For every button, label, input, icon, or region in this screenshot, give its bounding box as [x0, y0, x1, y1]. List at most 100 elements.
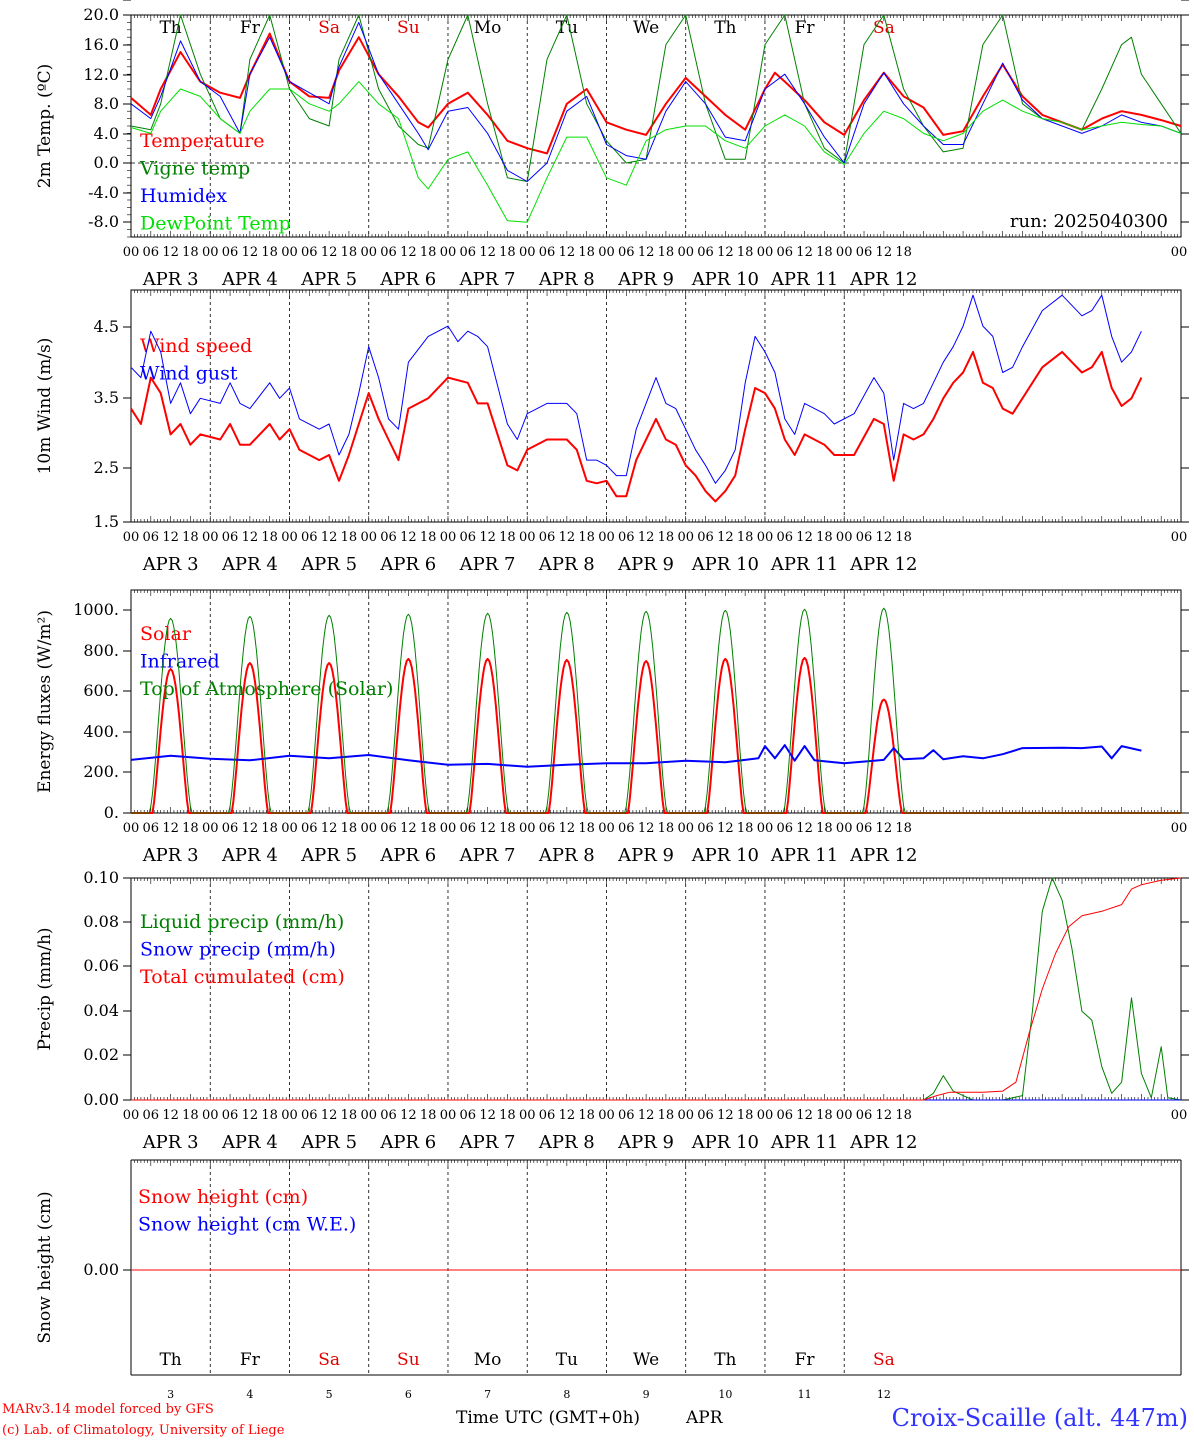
hour-tick-label: 18 [182, 530, 199, 545]
date-label: APR 8 [538, 269, 595, 290]
legend-entry: Snow height (cm) [138, 1186, 308, 1208]
hour-tick-label: 00 [202, 1108, 219, 1123]
series-line-green [131, 877, 1182, 1101]
hour-tick-label: 00 [757, 530, 774, 545]
hour-tick-label: 06 [143, 245, 160, 260]
hour-tick-label: 00 [757, 1108, 774, 1123]
hour-tick-label: 12 [479, 530, 496, 545]
y-tick-label: 1.5 [94, 512, 119, 531]
date-label: APR 3 [142, 1132, 199, 1153]
hour-tick-label: 06 [222, 530, 239, 545]
hour-tick-label: 12 [242, 245, 259, 260]
date-label: APR 12 [849, 554, 917, 575]
date-label: APR 7 [459, 269, 516, 290]
hour-tick-label: 12 [717, 530, 734, 545]
hour-tick-label: 12 [162, 821, 179, 836]
series-line-red [130, 32, 1182, 155]
hour-tick-label: 06 [856, 245, 873, 260]
y-tick-label: 0.5 [94, 0, 119, 4]
hour-tick-label: 00 [440, 821, 457, 836]
legend-entry: Wind gust [140, 363, 238, 385]
hour-tick-label: 06 [301, 245, 318, 260]
hour-tick-label: 06 [618, 1108, 635, 1123]
y-tick-label: 3.5 [94, 388, 119, 407]
day-number: 4 [246, 1388, 253, 1401]
hour-tick-label: 06 [222, 821, 239, 836]
hour-tick-label: 06 [380, 821, 397, 836]
date-label: APR 11 [770, 269, 838, 290]
date-label: APR 3 [142, 845, 199, 866]
hour-tick-label: 00 [598, 821, 615, 836]
hour-tick-label: 06 [618, 530, 635, 545]
hour-tick-label: 12 [559, 1108, 576, 1123]
hour-tick-label: 00 [598, 245, 615, 260]
y-tick-label: 1000. [73, 600, 119, 619]
hour-tick-label: 18 [341, 530, 358, 545]
hour-tick-label: 18 [895, 1108, 912, 1123]
date-label: APR 8 [538, 845, 595, 866]
legend-entry: DewPoint Temp [140, 213, 291, 235]
hour-tick-label: 00 [598, 1108, 615, 1123]
hour-tick-label: 12 [638, 1108, 655, 1123]
y-tick-label: 20.0 [83, 5, 119, 24]
hour-tick-label: 12 [876, 821, 893, 836]
series-line-blue [130, 294, 1142, 484]
hour-tick-label: 12 [796, 530, 813, 545]
hour-tick-label: 18 [895, 530, 912, 545]
series-line-red [131, 877, 1182, 1101]
day-number: 8 [563, 1388, 570, 1401]
hour-tick-label: 12 [162, 530, 179, 545]
hour-tick-label: 12 [559, 530, 576, 545]
series-line-red [130, 350, 1143, 503]
date-label: APR 5 [300, 269, 357, 290]
y-tick-label: 0.08 [83, 912, 119, 931]
meteogram-panels: 20.0 16.0 12.0 8.0 4.0 0.0 -4.0 -8.0 2m Temp. (º… [35, 0, 1189, 1401]
hour-tick-label: 06 [539, 530, 556, 545]
date-label: APR 10 [691, 1132, 759, 1153]
y-tick-label: 2.5 [94, 458, 119, 477]
time-axis-label: Time UTC (GMT+0h) [456, 1408, 640, 1428]
hour-tick-label: 06 [380, 1108, 397, 1123]
hour-tick-label: 12 [796, 821, 813, 836]
hour-tick-label: 06 [143, 1108, 160, 1123]
hour-tick-label: 18 [182, 1108, 199, 1123]
hour-tick-label: 00 [202, 530, 219, 545]
date-label: APR 10 [691, 845, 759, 866]
hour-tick-label: 18 [420, 1108, 437, 1123]
y-tick-label: 200. [83, 762, 119, 781]
hour-tick-label: 12 [321, 821, 338, 836]
hour-tick-label: 00 [123, 1108, 140, 1123]
hour-tick-label: 18 [261, 1108, 278, 1123]
hour-tick-label: 12 [242, 1108, 259, 1123]
hour-tick-label: 18 [578, 530, 595, 545]
hour-tick-label: 18 [895, 245, 912, 260]
y-tick-label: 800. [83, 641, 119, 660]
hour-tick-label: 06 [697, 1108, 714, 1123]
hour-tick-label: 12 [162, 245, 179, 260]
hour-tick-label: 00 [836, 245, 853, 260]
y-tick-label: 4.0 [94, 124, 119, 143]
hour-tick-label: 00 [519, 1108, 536, 1123]
date-label: APR 12 [849, 269, 917, 290]
day-name: Fr [795, 1350, 816, 1370]
hour-tick-label: 18 [578, 1108, 595, 1123]
hour-tick-label: 00 [440, 530, 457, 545]
hour-tick-label: 12 [242, 530, 259, 545]
legend-entry: Snow height (cm W.E.) [138, 1214, 356, 1236]
hour-tick-label: 18 [341, 1108, 358, 1123]
date-label: APR 9 [617, 845, 674, 866]
hour-tick-label: 12 [400, 530, 417, 545]
y-axis-title: Snow height (cm) [35, 1191, 55, 1343]
date-label: APR 6 [379, 269, 436, 290]
y-tick-label: -8.0 [88, 212, 119, 231]
hour-tick-label: 00 [677, 245, 694, 260]
day-name: Fr [795, 18, 816, 38]
legend-entry: Infrared [140, 651, 220, 673]
y-tick-label: 16.0 [83, 35, 119, 54]
day-name: Su [397, 18, 420, 38]
legend-entry: Liquid precip (mm/h) [140, 911, 344, 933]
hour-tick-label: 00 [836, 821, 853, 836]
hour-tick-label: 18 [499, 245, 516, 260]
run-label: run: 2025040300 [1010, 211, 1168, 232]
hour-tick-label: 06 [539, 821, 556, 836]
